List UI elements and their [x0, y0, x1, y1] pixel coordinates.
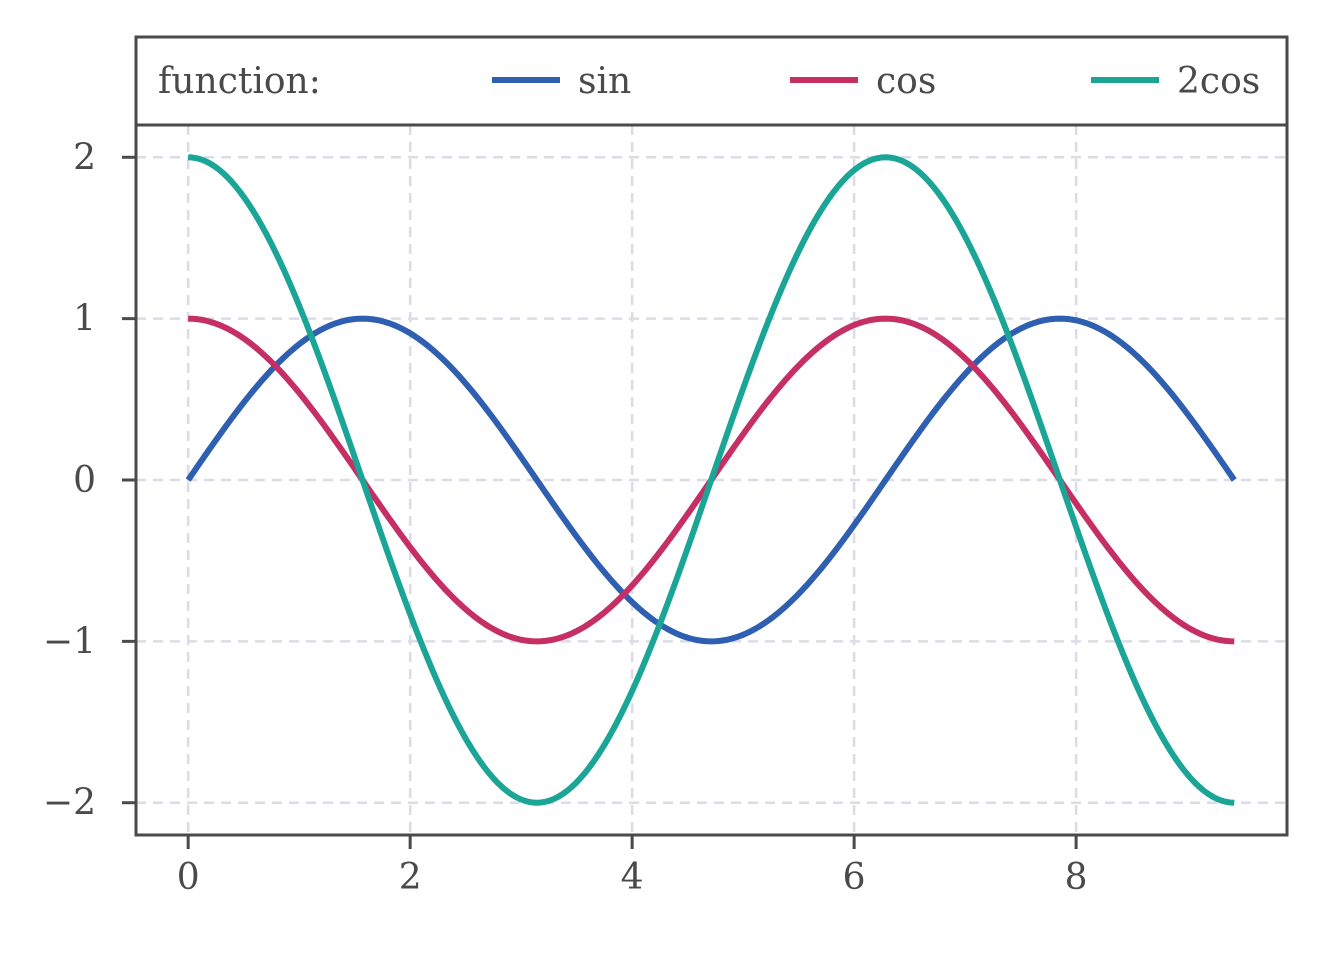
legend-label-cos: cos [876, 61, 936, 102]
x-tick-label: 2 [399, 857, 422, 898]
y-tick-label: 1 [73, 299, 96, 340]
y-tick-label: 0 [73, 460, 96, 501]
legend-items: sin cos 2cos [492, 61, 1260, 102]
x-tick-label: 4 [621, 857, 644, 898]
x-tick-label: 6 [843, 857, 866, 898]
y-tick-label: −1 [43, 621, 96, 662]
series-line-sin [185, 315, 1237, 645]
legend-title: function: [158, 61, 321, 102]
legend-label-sin: sin [578, 61, 631, 102]
series-line-2cos [187, 154, 1235, 806]
ticks: 0 2 4 6 8 2 1 0 −1 −2 [43, 137, 1088, 898]
y-tick-label: 2 [73, 137, 96, 178]
x-tick-label: 8 [1065, 857, 1088, 898]
grid [136, 125, 1287, 835]
x-tick-label: 0 [177, 857, 200, 898]
y-tick-label: −2 [43, 783, 96, 824]
legend-label-2cos: 2cos [1177, 61, 1260, 102]
legend: function: sin cos 2cos [134, 35, 1289, 127]
series-layer [185, 154, 1237, 806]
